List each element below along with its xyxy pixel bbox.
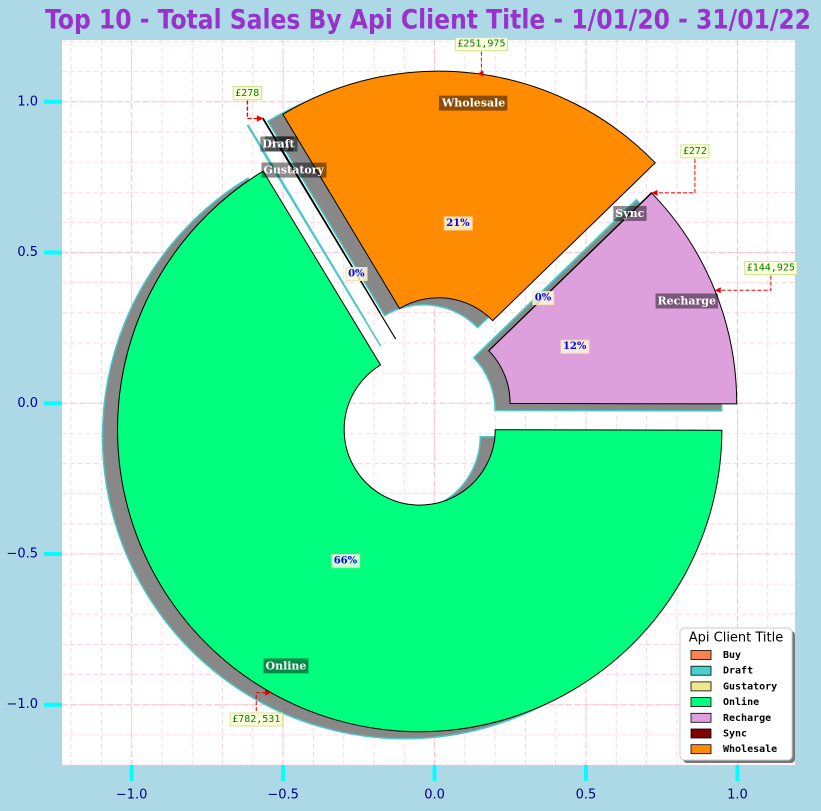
category-label: Recharge [658,294,716,307]
slice [277,143,397,340]
chart-title: Top 10 - Total Sales By Api Client Title… [45,5,811,36]
category-label: Wholesale [441,97,505,110]
legend-label: Recharge [723,713,771,724]
pct-label-box [331,554,361,569]
pct-label-box [532,291,555,306]
value-label-box [454,37,508,52]
category-label-box [438,95,508,111]
category-label-box [263,658,309,674]
value-arrow [651,189,658,196]
value-label: £272 [683,146,707,157]
legend-swatch [690,728,712,739]
value-arrow [265,689,272,696]
slice [488,192,738,405]
legend-title: Api Client Title [689,631,784,646]
x-tick-label: −0.5 [267,788,299,803]
value-connector [714,275,772,291]
category-label: Draft [262,138,295,151]
legend-label: Buy [723,650,741,661]
value-label-box [680,144,710,159]
legend-swatch [690,650,712,660]
category-label-box [264,136,294,152]
legend-swatch [690,665,712,676]
y-tick-label: 1.0 [17,94,38,109]
legend-label: Wholesale [723,744,777,755]
slice [282,70,656,322]
value-arrow [714,287,721,294]
slice [488,192,653,352]
legend-swatch [690,744,712,755]
category-label-box [261,162,327,178]
category-label: Online [266,659,307,672]
value-label: £782,531 [232,714,280,725]
x-tick-label: 0.5 [576,788,597,803]
pct-label: 12% [563,341,587,352]
category-label-box [655,293,718,309]
slice-shadow [261,150,382,347]
value-label-box [232,86,262,101]
value-connector [651,158,696,194]
legend-swatch [690,681,712,692]
legend-label: Gustatory [723,681,777,692]
pct-label: 0% [535,293,552,304]
value-label-box [229,712,283,727]
pct-label: 66% [334,556,358,567]
category-label: Buy [267,137,291,150]
value-arrow [477,70,484,77]
pie [101,70,738,740]
legend [679,627,793,761]
x-tick-label: −1.0 [116,788,148,803]
value-connector [255,692,272,712]
pct-label: 21% [446,218,470,229]
pct-label-box [560,339,590,354]
pct-label-box [443,216,473,231]
category-label: Gustatory [264,164,325,177]
x-tick-label: 1.0 [727,788,748,803]
value-label: £251,975 [457,39,505,50]
x-tick-label: 0.0 [424,788,445,803]
value-arrow [256,115,263,122]
y-tick-label: −1.0 [6,697,38,712]
value-label: £144,925 [747,263,795,274]
legend-label: Draft [723,666,753,677]
y-tick-label: 0.0 [17,396,38,411]
category-label-box [260,136,298,152]
slice-shadow [472,198,638,359]
legend-label: Online [723,696,759,708]
pct-label: 0% [348,268,365,279]
category-label: Sync [615,207,644,220]
pct-label-box [345,266,368,281]
legend-label: Sync [723,729,747,740]
value-label-box [744,261,798,276]
category-label-box [613,205,647,221]
slice [117,170,723,733]
y-tick-label: 0.5 [17,245,38,260]
legend-swatch [690,712,712,723]
y-tick-label: −0.5 [6,546,38,561]
value-label: £278 [235,88,259,99]
legend-swatch [690,697,712,707]
